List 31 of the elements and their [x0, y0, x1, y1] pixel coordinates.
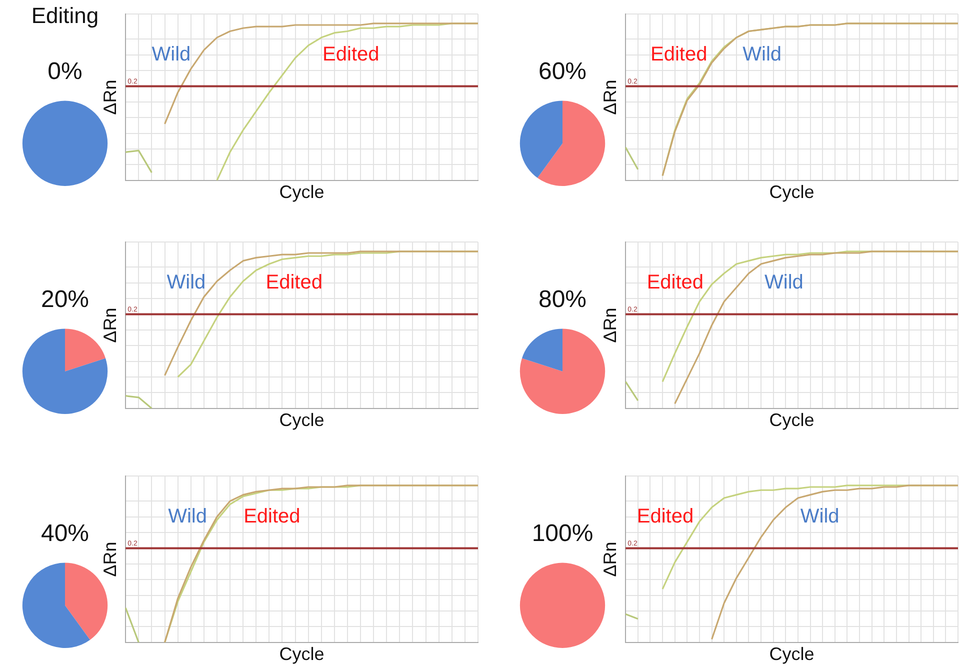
x-axis-title: Cycle — [769, 410, 814, 430]
y-axis-title: ΔRn — [600, 80, 620, 115]
series-label: Edited — [266, 271, 322, 294]
series-label: Edited — [322, 43, 380, 66]
x-axis-title: Cycle — [279, 182, 324, 202]
x-axis-title: Cycle — [769, 182, 814, 202]
series-label: Wild — [168, 505, 207, 528]
y-axis-title: ΔRn — [600, 542, 620, 577]
series-label: Edited — [646, 271, 704, 294]
chart-title: 100% — [532, 520, 594, 548]
series-label: Edited — [650, 43, 708, 66]
y-axis-title: ΔRn — [100, 80, 120, 115]
series-label: Wild — [742, 43, 782, 66]
chart-title: 0% — [48, 58, 82, 86]
y-axis-title: ΔRn — [100, 308, 120, 343]
text: Editing — [31, 3, 99, 28]
chart-title: 60% — [538, 58, 587, 86]
series-label: Wild — [800, 505, 840, 528]
series-label: Wild — [166, 271, 206, 294]
chart-title: 20% — [40, 286, 90, 314]
y-axis-title: ΔRn — [100, 542, 120, 577]
x-axis-title: Cycle — [279, 644, 324, 664]
chart-title: 80% — [538, 286, 587, 314]
x-axis-title: Cycle — [769, 644, 814, 664]
series-label: Edited — [636, 505, 694, 528]
chart-title: 40% — [40, 520, 90, 548]
series-label: Wild — [764, 271, 804, 294]
series-label: Wild — [152, 43, 191, 66]
y-axis-title: ΔRn — [600, 308, 620, 343]
series-label: Edited — [244, 505, 300, 528]
x-axis-title: Cycle — [279, 410, 324, 430]
